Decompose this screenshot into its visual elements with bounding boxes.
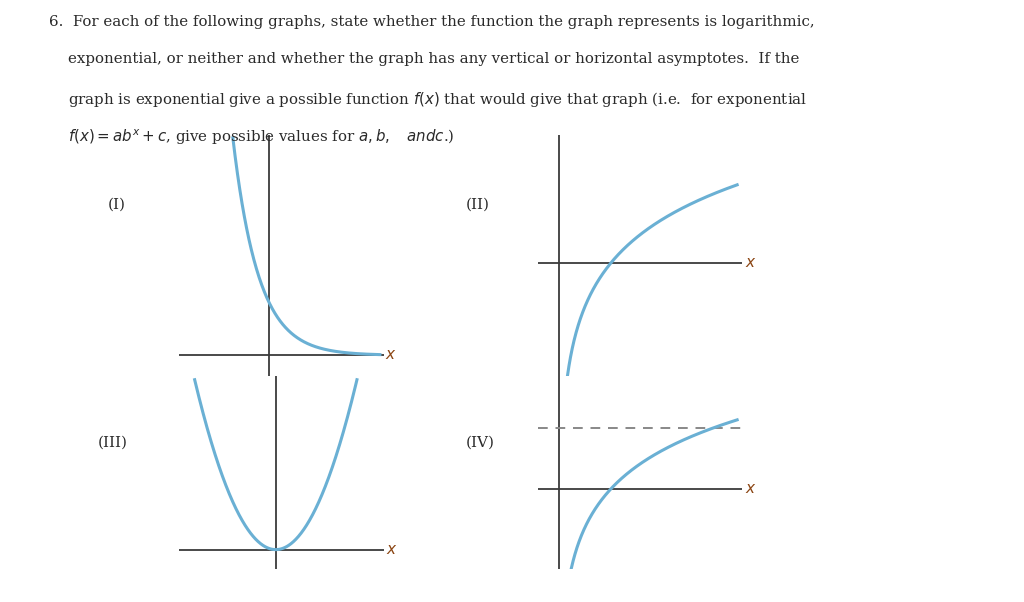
Text: 6.  For each of the following graphs, state whether the function the graph repre: 6. For each of the following graphs, sta… [49, 15, 815, 29]
Text: (I): (I) [108, 197, 126, 212]
Text: (III): (III) [97, 435, 127, 450]
Text: (IV): (IV) [466, 435, 495, 450]
Text: (II): (II) [466, 197, 489, 212]
Text: $f(x) = ab^x + c$, give possible values for $a, b,$   $andc$.): $f(x) = ab^x + c$, give possible values … [49, 127, 455, 147]
Text: $x$: $x$ [386, 542, 397, 557]
Text: $x$: $x$ [385, 349, 396, 362]
Text: $x$: $x$ [745, 482, 757, 495]
Text: $x$: $x$ [745, 256, 757, 270]
Text: graph is exponential give a possible function $f(x)$ that would give that graph : graph is exponential give a possible fun… [49, 90, 807, 109]
Text: exponential, or neither and whether the graph has any vertical or horizontal asy: exponential, or neither and whether the … [49, 52, 800, 66]
